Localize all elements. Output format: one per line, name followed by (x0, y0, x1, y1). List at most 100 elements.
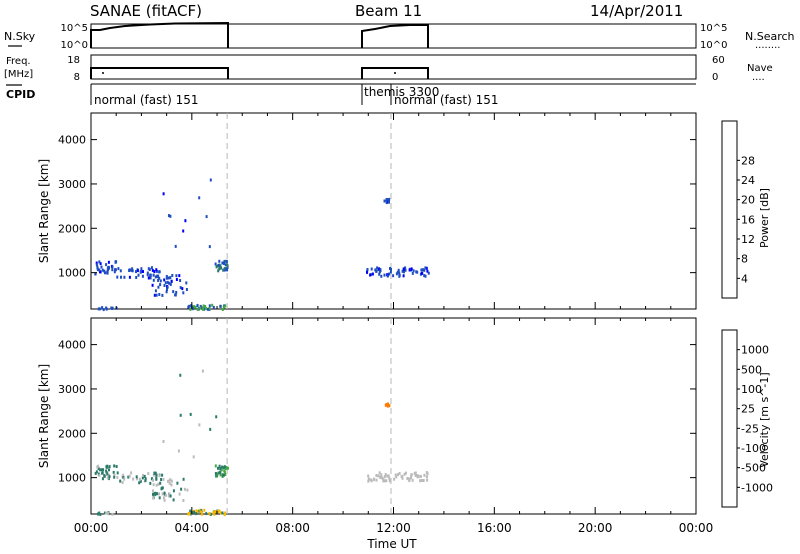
time-tick-label: 12:00 (376, 521, 411, 535)
power-echo-cell (142, 270, 144, 273)
power-echo-cell (106, 267, 109, 271)
velocity-echo-cell (172, 489, 175, 493)
power-echo-cell (370, 273, 373, 277)
velocity-echo-cell (182, 499, 185, 502)
velocity-echo-cell (398, 472, 401, 475)
power-echo-cell (383, 199, 386, 203)
freq-label: Freq. (6, 56, 31, 67)
power-echo-cell (208, 304, 211, 308)
velocity-echo-cell (388, 404, 391, 408)
velocity-ytick-label: 4000 (58, 339, 86, 352)
power-echo-cell (191, 307, 194, 311)
power-echo-cell (423, 274, 426, 278)
power-echo-cell (153, 270, 156, 274)
velocity-echo-cell (411, 478, 414, 482)
power-echo-cell (105, 263, 108, 267)
colorbar-tick-label: 500 (741, 363, 762, 376)
velocity-echo-cell (385, 403, 388, 407)
power-echo-cell (366, 270, 368, 274)
power-echo-cell (98, 260, 101, 264)
velocity-echo-cell (130, 471, 133, 475)
velocity-echo-cell (380, 473, 383, 477)
power-echo-cell (156, 274, 159, 278)
velocity-echo-cell (187, 512, 190, 516)
colorbar-tick-label: -25 (741, 422, 759, 435)
velocity-echo-cell (180, 487, 183, 491)
velocity-echo-cell (218, 509, 221, 513)
velocity-echo-cell (387, 402, 389, 406)
power-echo-cell (167, 276, 170, 280)
power-echo-cell (211, 303, 214, 307)
velocity-echo-cell (209, 512, 212, 516)
velocity-echo-cell (401, 476, 404, 480)
power-echo-cell (187, 305, 190, 309)
velocity-echo-cell (112, 470, 115, 474)
power-echo-cell (220, 266, 223, 270)
velocity-echo-cell (220, 511, 222, 515)
power-echo-cell (136, 269, 139, 273)
power-echo-cell (214, 262, 217, 266)
velocity-echo-cell (111, 512, 114, 516)
power-echo-cell (182, 291, 185, 295)
power-echo-cell (168, 281, 171, 285)
power-echo-cell (389, 267, 391, 270)
velocity-echo-cell (108, 465, 111, 469)
power-echo-cell (146, 273, 149, 277)
nave-tick-bottom: 0 (712, 72, 718, 83)
velocity-echo-cell (372, 477, 375, 481)
power-echo-cell (147, 276, 150, 280)
power-echo-cell (135, 276, 138, 279)
power-echo-cell (108, 266, 110, 270)
power-echo-cell (378, 270, 381, 274)
power-echo-cell (149, 273, 152, 277)
power-echo-cell (137, 273, 140, 277)
power-echo-cell (424, 266, 427, 270)
velocity-echo-cell (102, 468, 105, 472)
velocity-echo-cell (138, 481, 141, 485)
power-echo-cell (217, 263, 220, 267)
power-echo-cell (169, 282, 172, 286)
power-echo-cell (383, 273, 386, 277)
velocity-echo-cell (108, 475, 111, 479)
velocity-echo-cell (182, 477, 185, 481)
velocity-colorbar-label: Velocity [m s^-1] (758, 372, 771, 467)
power-echo-cell (416, 270, 419, 274)
power-echo-cell (111, 265, 114, 269)
colorbar-tick-label: 25 (741, 403, 755, 416)
power-echo-cell (172, 290, 175, 294)
power-echo-cell (128, 269, 131, 272)
velocity-echo-cell (161, 473, 164, 477)
freq-panel: Freq. [MHz] 18 8 60 0 Nave .... (4, 54, 773, 83)
colorbar-tick-label: 8 (741, 253, 748, 266)
power-echo-cell (411, 271, 414, 275)
power-echo-cell (190, 304, 193, 308)
velocity-echo-cell (121, 481, 124, 484)
beam-label: Beam 11 (355, 2, 422, 20)
power-echo-cell (175, 274, 178, 278)
velocity-echo-cell (152, 489, 154, 493)
velocity-echo-cell (167, 479, 169, 483)
velocity-echo-cell (167, 494, 170, 498)
nsearch-label: N.Search (745, 30, 795, 43)
velocity-echo-cell (154, 491, 157, 495)
power-echo-cell (221, 261, 224, 265)
velocity-echo-cell (97, 512, 99, 516)
power-echo-cell (165, 276, 168, 280)
colorbar-tick-label: 24 (741, 174, 755, 187)
velocity-echo-cell (200, 512, 203, 516)
power-echo-cell (164, 281, 167, 285)
velocity-echo-cell (139, 479, 142, 483)
power-echo-cell (158, 293, 161, 296)
velocity-echo-cell (382, 479, 385, 483)
freq-unit-label: [MHz] (4, 69, 33, 80)
power-echo-cell (117, 267, 120, 271)
power-ylabel: Slant Range [km] (37, 159, 51, 263)
velocity-echo-cell (116, 471, 119, 475)
velocity-panel: 1000 2000 3000 4000 Slant Range [km] (37, 317, 697, 517)
velocity-echo-cell (410, 473, 413, 477)
power-echo-cell (120, 275, 122, 279)
velocity-echo-cell (161, 486, 164, 490)
velocity-echo-cell (216, 472, 219, 476)
velocity-echo-cell (168, 478, 171, 482)
power-echo-cell (99, 270, 101, 274)
